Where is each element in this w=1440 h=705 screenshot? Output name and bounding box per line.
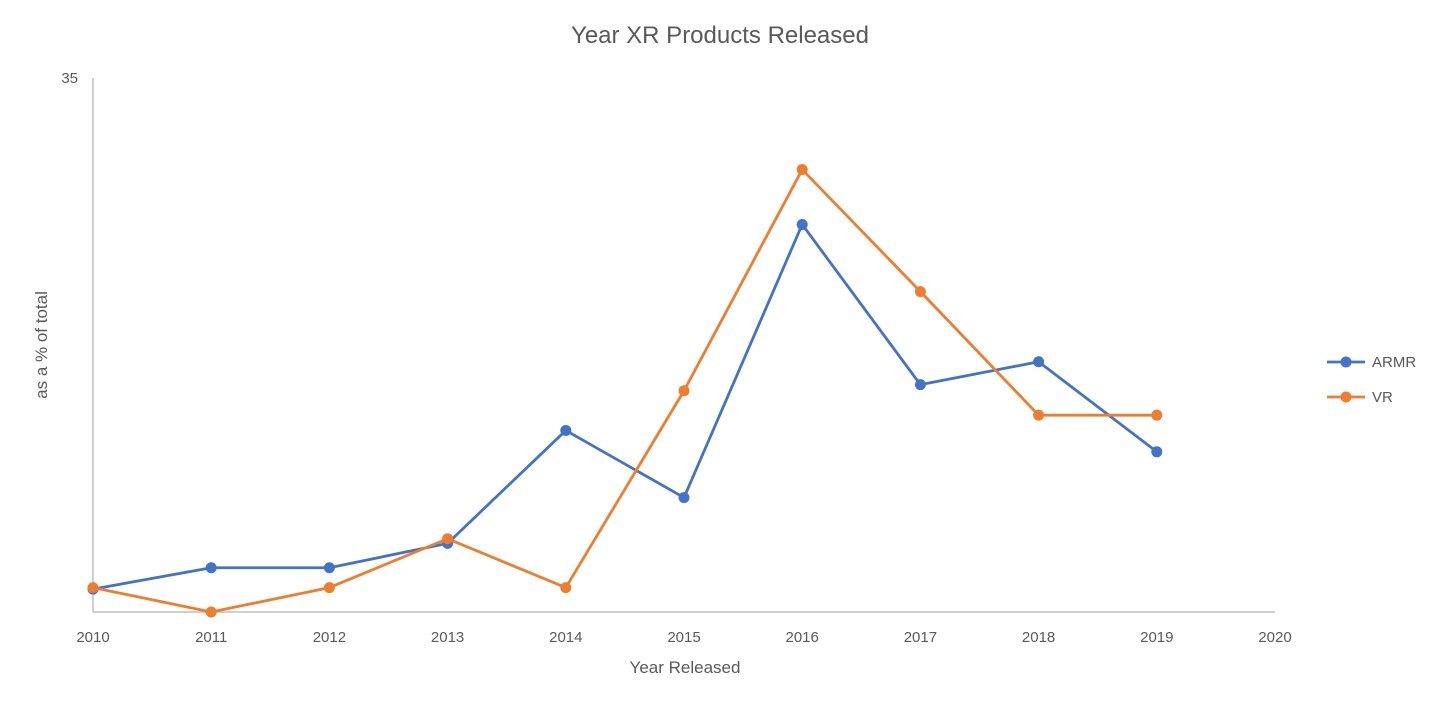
data-point-armr — [560, 424, 572, 436]
x-tick-label: 2019 — [1140, 629, 1173, 646]
data-point-vr — [1033, 409, 1045, 421]
x-tick-label: 2015 — [667, 629, 700, 646]
x-tick-label: 2013 — [431, 629, 464, 646]
data-point-armr — [1033, 356, 1045, 368]
legend-label: VR — [1372, 389, 1393, 406]
x-tick-label: 2010 — [76, 629, 109, 646]
x-tick-label: 2017 — [904, 629, 937, 646]
chart-title: Year XR Products Released — [571, 22, 869, 49]
data-point-armr — [914, 379, 926, 391]
series-line-vr — [92, 168, 1157, 614]
data-point-armr — [1151, 446, 1163, 458]
data-point-armr — [205, 562, 217, 574]
x-tick-label: 2020 — [1258, 629, 1291, 646]
y-tick-label: 35 — [61, 70, 78, 87]
data-point-vr — [442, 533, 454, 545]
x-tick-label: 2011 — [195, 629, 227, 646]
series-line-armr — [92, 223, 1158, 591]
x-tick-label: 2018 — [1022, 629, 1055, 646]
y-axis-label: as a % of total — [32, 291, 51, 399]
legend-label: ARMR — [1372, 354, 1416, 371]
x-tick-label: 2014 — [549, 629, 582, 646]
x-tick-label: 2012 — [313, 629, 346, 646]
data-point-vr — [560, 582, 572, 594]
x-axis-label: Year Released — [630, 658, 741, 677]
data-point-armr — [796, 218, 808, 230]
data-point-armr — [323, 562, 335, 574]
data-point-vr — [678, 385, 690, 397]
data-point-vr — [87, 582, 99, 594]
data-point-vr — [914, 286, 926, 298]
data-point-vr — [1151, 409, 1163, 421]
data-point-vr — [323, 582, 335, 594]
data-point-armr — [678, 492, 690, 504]
legend-marker-armr — [1340, 356, 1352, 368]
data-point-vr — [205, 606, 217, 618]
legend-marker-vr — [1340, 391, 1352, 403]
x-tick-label: 2016 — [786, 629, 819, 646]
data-point-vr — [796, 164, 808, 176]
